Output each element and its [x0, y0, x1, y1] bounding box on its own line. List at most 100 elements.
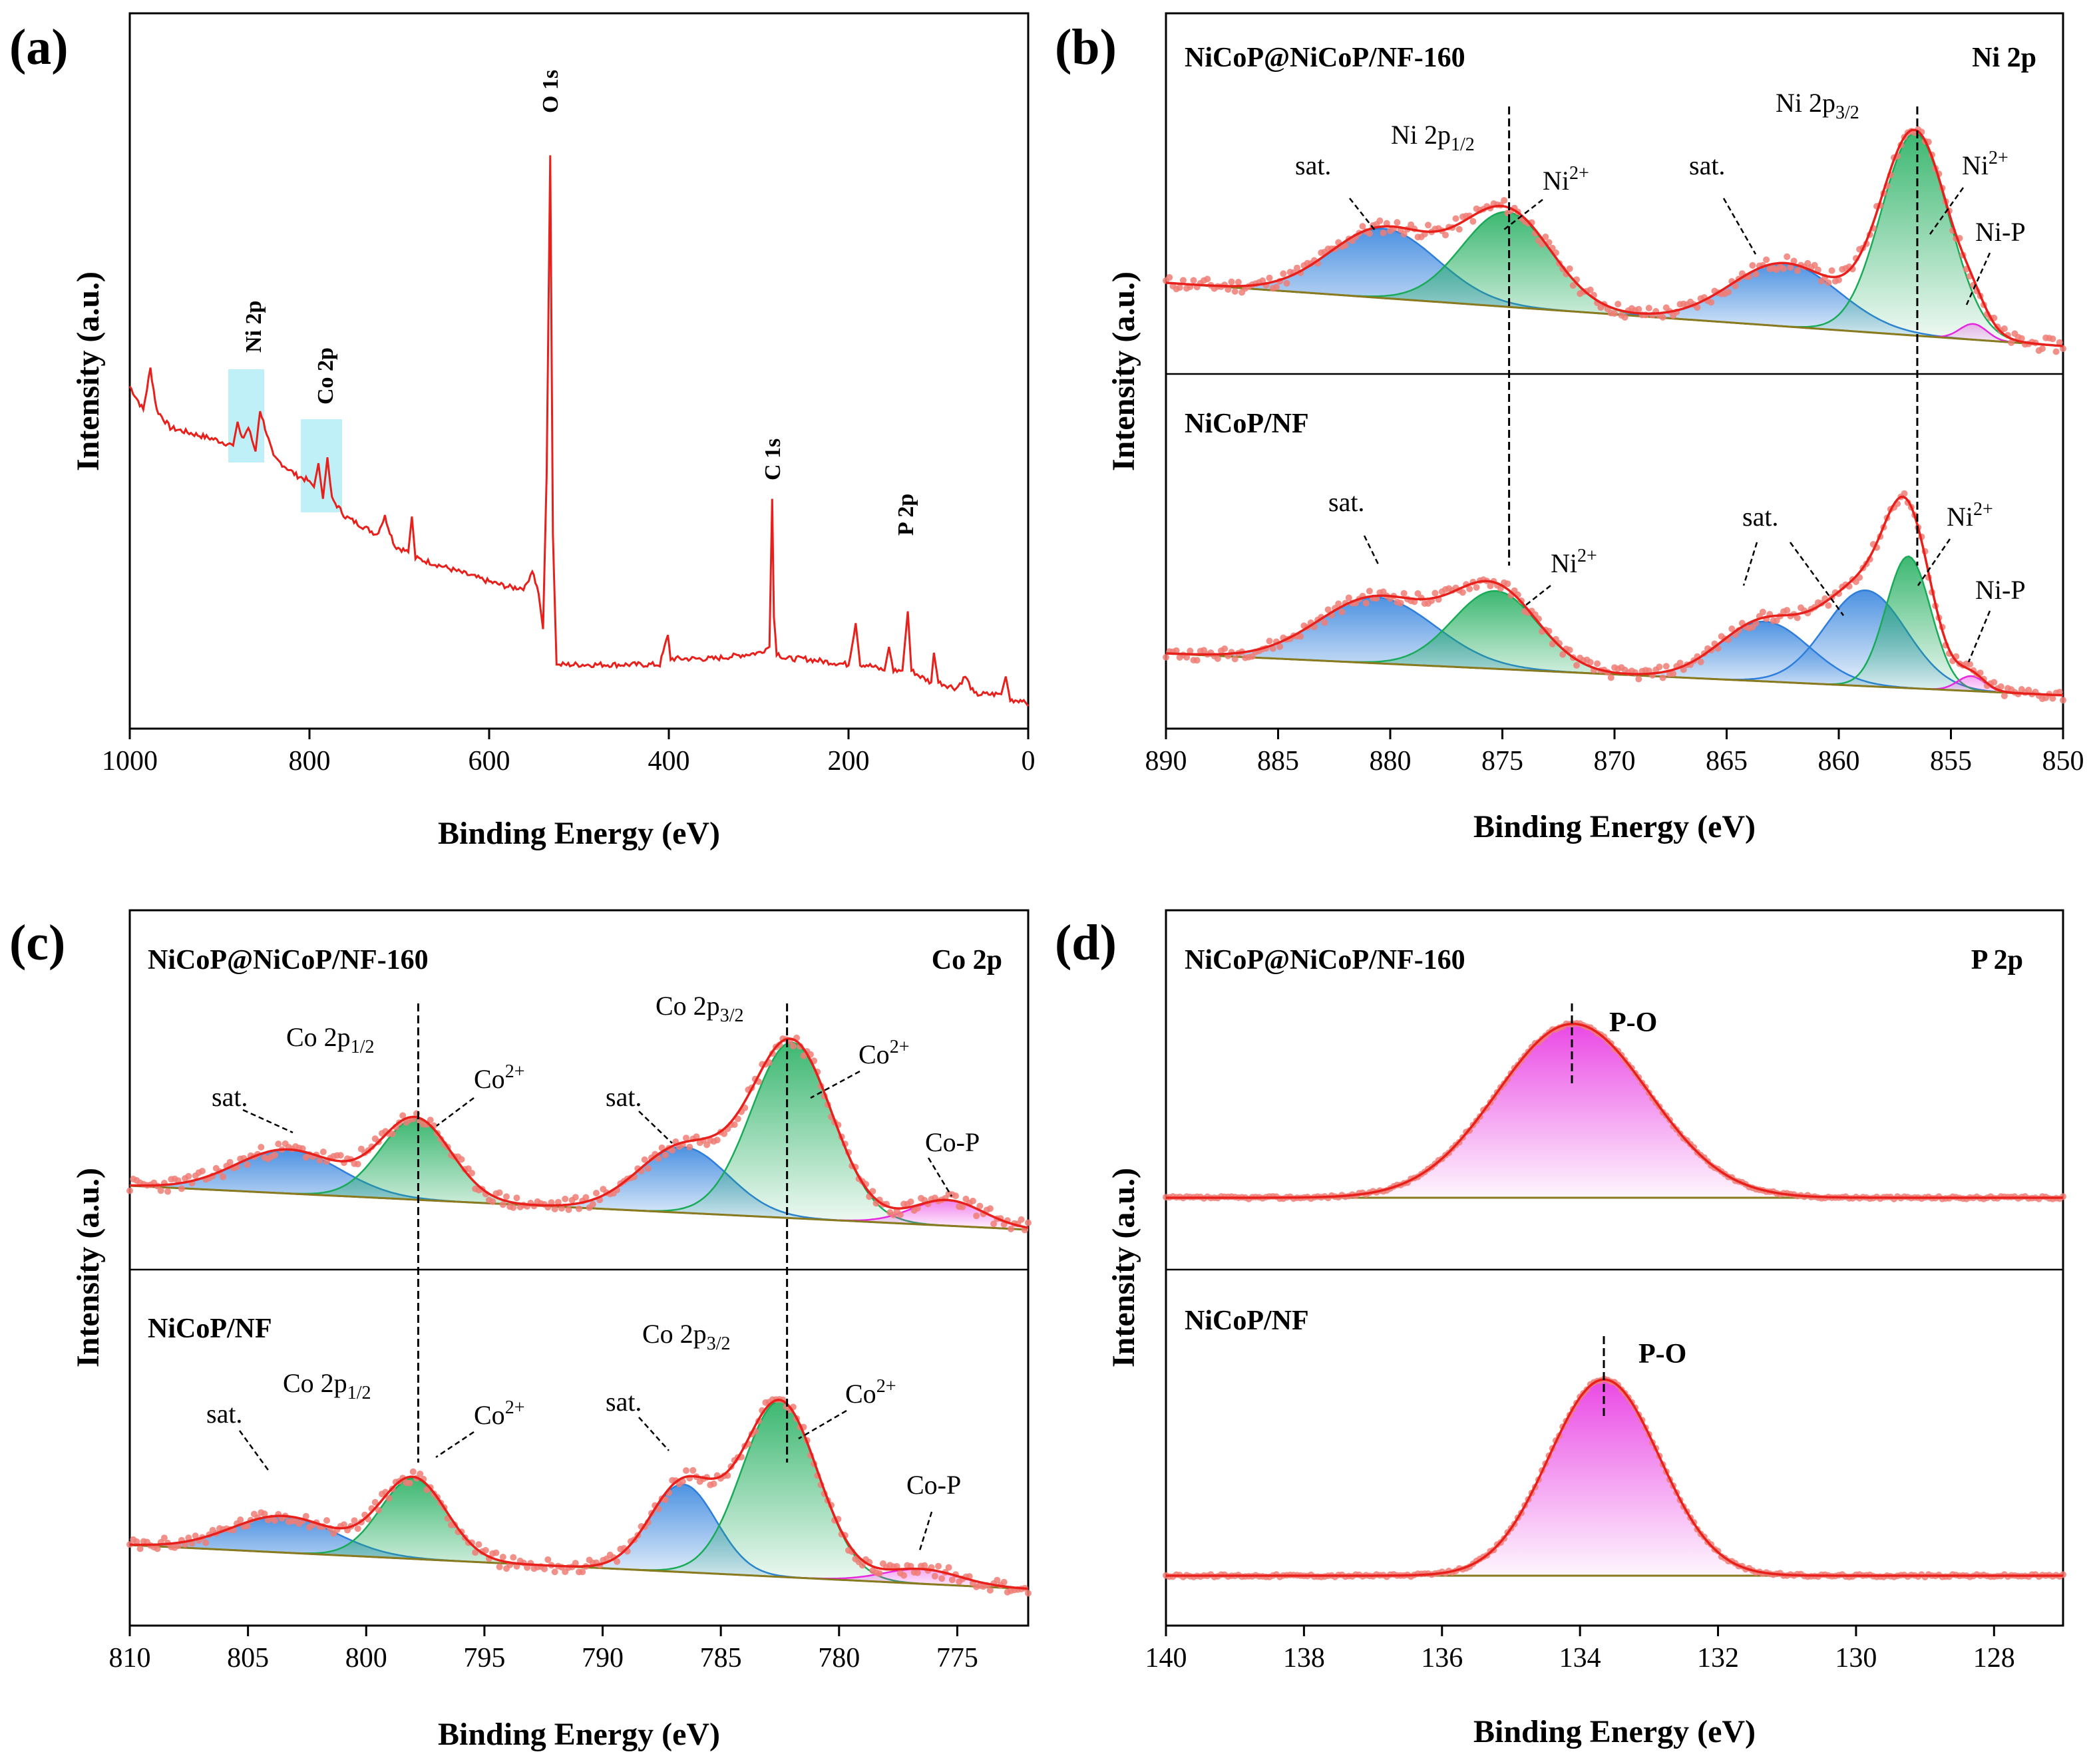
b-s0-point	[2038, 345, 2046, 352]
a-tick-label-400: 400	[648, 746, 690, 777]
c-s0-point	[319, 1148, 327, 1156]
c-s0-point	[721, 1130, 728, 1137]
c-s0-point	[558, 1204, 565, 1212]
c-s0-point	[976, 1202, 984, 1210]
c-top-co2plus-2-label: Co2+	[858, 1037, 909, 1069]
c-sample-1	[126, 1396, 1032, 1597]
d-sample-1	[1163, 1375, 2066, 1580]
c-s0-point	[499, 1201, 506, 1208]
d-s1-peak-fill-0	[1166, 1379, 2063, 1576]
c-s1-peak-fill-3	[130, 1401, 1028, 1589]
b-s0-point	[1272, 283, 1280, 291]
b-s0-point	[1469, 218, 1477, 225]
b-s1-point	[1163, 653, 1169, 661]
c-bot-co2plus-2-label: Co2+	[845, 1376, 896, 1409]
panel-c-sample-top: NiCoP@NiCoP/NF-160	[148, 945, 429, 975]
c-bot-co2plus-1-leader	[435, 1431, 475, 1459]
c-top-co2plus-1-leader	[436, 1097, 475, 1127]
c-tick-label-810: 810	[109, 1643, 151, 1674]
c-s0-point	[178, 1185, 185, 1192]
b-s0-point	[1659, 313, 1666, 321]
d-s1-envelope	[1166, 1378, 2063, 1577]
b-tick-label-890: 890	[1145, 746, 1187, 777]
b-tick-label-885: 885	[1257, 746, 1299, 777]
b-s0-point	[1190, 277, 1197, 284]
c-s0-point	[734, 1115, 741, 1123]
b-s0-point	[2001, 325, 2008, 332]
b-s0-peak-fill-0	[1166, 228, 2063, 346]
panel-b-spectra	[1163, 106, 2066, 704]
c-s1-point	[340, 1521, 347, 1528]
b-s1-point	[1183, 653, 1191, 661]
b-s0-point	[2008, 339, 2015, 346]
d-top-po-label: P-O	[1609, 1007, 1657, 1038]
b-s0-point	[1283, 279, 1290, 287]
panel-c-spectra	[126, 1003, 1032, 1597]
b-s0-point	[1828, 267, 1835, 274]
d-tick-label-138: 138	[1283, 1643, 1325, 1674]
b-top-ni2p12-label: Ni 2p1/2	[1391, 120, 1475, 155]
b-top-sat-1-label: sat.	[1295, 150, 1331, 180]
c-s0-point	[1008, 1226, 1014, 1232]
b-s1-baseline	[1165, 652, 2064, 697]
c-s0-point	[510, 1204, 517, 1211]
panel-b-sample-top: NiCoP@NiCoP/NF-160	[1185, 43, 1465, 73]
b-tick-label-855: 855	[1930, 746, 1972, 777]
c-s1-point	[351, 1517, 358, 1524]
b-s1-point	[1221, 645, 1229, 652]
c-s1-point	[935, 1562, 942, 1570]
b-tick-label-865: 865	[1706, 746, 1748, 777]
b-s1-point	[1269, 645, 1276, 652]
c-s0-point	[593, 1190, 600, 1196]
b-s1-point	[1656, 663, 1663, 671]
panel-c-ylabel: Intensity (a.u.)	[71, 1168, 106, 1367]
c-s1-point	[662, 1496, 669, 1503]
b-s1-point	[1487, 582, 1494, 590]
b-s1-point	[2060, 697, 2066, 704]
annot-p-2p: P 2p	[894, 494, 918, 536]
b-s0-point	[1825, 279, 1832, 286]
b-s0-point	[1166, 273, 1173, 281]
panel-c: (c) 810 805 800 795 790 785 780 775 NiCoP@NiCoP…	[9, 909, 1032, 1752]
c-s0-point	[199, 1168, 206, 1174]
panel-d-sample-top: NiCoP@NiCoP/NF-160	[1185, 945, 1465, 975]
b-s1-point	[1794, 614, 1801, 621]
panel-a-label: (a)	[9, 19, 69, 75]
b-top-ni2plus-1-label: Ni2+	[1543, 163, 1589, 196]
b-top-sat-1-leader	[1349, 198, 1376, 231]
b-s1-point	[1400, 590, 1408, 597]
c-s0-point	[576, 1205, 582, 1212]
panel-c-xlabel: Binding Energy (eV)	[438, 1717, 720, 1752]
c-s1-point	[1000, 1578, 1008, 1586]
c-s1-point	[202, 1539, 210, 1546]
d-s0-peak-fill-0	[1166, 1023, 2063, 1198]
b-s0-point	[1569, 282, 1577, 289]
b-s1-point	[1362, 600, 1370, 607]
c-s0-point	[272, 1151, 279, 1158]
c-s0-peak-line-3	[129, 1041, 1029, 1231]
b-s1-point	[1587, 659, 1594, 666]
panel-d-label: (d)	[1055, 915, 1117, 971]
c-s0-point	[496, 1189, 503, 1196]
c-s0-point	[469, 1170, 475, 1176]
panel-c-label: (c)	[9, 915, 65, 971]
c-s1-point	[133, 1538, 140, 1545]
c-s1-point	[544, 1556, 552, 1563]
b-s1-point	[1193, 657, 1201, 664]
c-s0-point	[427, 1117, 434, 1124]
b-bot-sat-1-label: sat.	[1328, 487, 1364, 517]
b-s0-point	[1228, 278, 1235, 285]
b-s1-point	[1504, 580, 1511, 588]
panel-d-xlabel: Binding Energy (eV)	[1473, 1714, 1756, 1749]
c-s1-point	[136, 1545, 144, 1552]
b-s0-point	[1366, 230, 1373, 237]
c-s0-point	[157, 1187, 164, 1194]
panel-a: (a) 1000 800 600 400 200 0 Ni 2p Co 2p O 1s C…	[9, 12, 1036, 851]
b-top-ni2p32-label: Ni 2p3/2	[1776, 88, 1859, 123]
c-s0-point	[969, 1197, 976, 1204]
b-bot-nip-label: Ni-P	[1975, 575, 2026, 605]
b-s0-point	[1400, 230, 1408, 238]
c-s0-point	[354, 1160, 361, 1168]
c-s0-point	[973, 1212, 980, 1220]
panel-d-sample-bottom: NiCoP/NF	[1185, 1306, 1309, 1336]
